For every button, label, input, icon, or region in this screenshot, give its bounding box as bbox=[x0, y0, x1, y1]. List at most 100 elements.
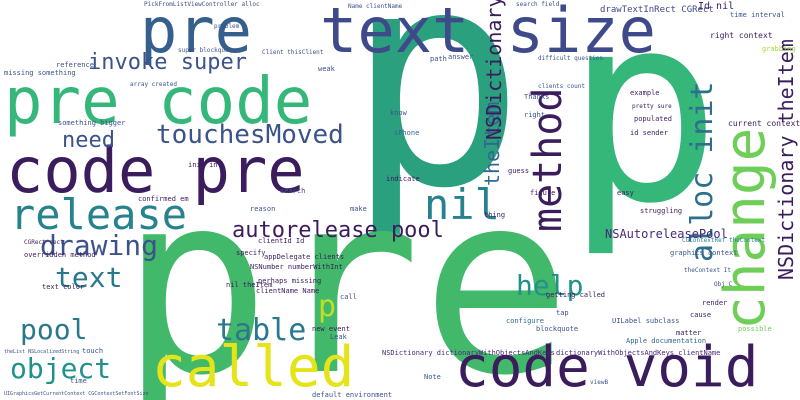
word-touch: touch bbox=[82, 347, 104, 355]
word-call: call bbox=[340, 293, 357, 301]
word-dict-clientname: dictionaryWithObjectsAndKeys clientName bbox=[556, 349, 721, 357]
word-getting-called: getting called bbox=[546, 291, 606, 299]
word-apple-documentation: Apple documentation bbox=[626, 337, 707, 345]
word-p-huge-2: p bbox=[565, 0, 722, 261]
word-perhaps-missing: perhaps missing bbox=[258, 277, 322, 285]
word-release: release bbox=[10, 190, 188, 239]
word-specify: specify bbox=[236, 249, 266, 257]
word-drawing: drawing bbox=[40, 229, 159, 262]
word-pre: pre bbox=[140, 0, 252, 67]
word-make: make bbox=[350, 205, 367, 213]
word-answer: answer bbox=[448, 53, 474, 61]
word-current-context: current context bbox=[728, 119, 800, 128]
word-easy: easy bbox=[617, 189, 634, 197]
word-populated: populated bbox=[634, 115, 672, 123]
word-uigraphics: UIGraphicsGetCurrentContext CGContextSet… bbox=[4, 391, 149, 397]
word-table: table bbox=[216, 313, 307, 348]
word-method: method bbox=[525, 87, 571, 233]
word-grabbing: grabbing bbox=[762, 45, 796, 53]
word-super-blockquote: super blockquote bbox=[178, 47, 236, 54]
word-text: text bbox=[55, 261, 123, 294]
word-configure: configure bbox=[506, 317, 544, 325]
word-object: object bbox=[10, 352, 112, 385]
word-struggling: struggling bbox=[640, 207, 683, 215]
word-nsdictionary-dict: NSDictionary dictionaryWithObjectsAndKey… bbox=[382, 349, 555, 357]
word-pool: pool bbox=[20, 313, 88, 346]
word-uilabel-subclass: UILabel subclass bbox=[612, 317, 680, 325]
word-clientid-id: clientId Id bbox=[258, 237, 305, 245]
word-text-size: text size bbox=[320, 0, 656, 67]
word-overridden-method: overridden method bbox=[24, 251, 96, 259]
word-render: render bbox=[702, 299, 728, 307]
word-autorelease-pool: autorelease pool bbox=[232, 218, 444, 243]
word-NSDictionary-theItem: NSDictionary theItem bbox=[774, 39, 798, 280]
word-leak: Leak bbox=[330, 333, 347, 341]
word-thing: thing bbox=[484, 211, 506, 219]
word-know: know bbox=[390, 109, 407, 117]
word-time: time bbox=[70, 377, 87, 385]
word-pretty-sure: pretty sure bbox=[632, 103, 672, 110]
word-reason: reason bbox=[250, 205, 276, 213]
word-indicate: indicate bbox=[386, 175, 420, 183]
word-pickfromlist: PickFromListViewController alloc bbox=[144, 1, 260, 8]
word-NSDictionary: NSDictionary bbox=[482, 0, 506, 140]
word-difficult-question: difficult question bbox=[538, 55, 604, 62]
word-graphics-context: graphics context bbox=[670, 249, 738, 257]
word-path: path bbox=[430, 55, 447, 63]
word-id-nil: Id nil bbox=[698, 1, 735, 12]
word-right-context: right context bbox=[710, 31, 773, 40]
word-code-pre: code pre bbox=[6, 134, 305, 207]
word-called: called bbox=[152, 335, 355, 400]
word-cgrect-rect: CGRect rect bbox=[24, 239, 64, 246]
word-drawTextInRect: drawTextInRect CGRect bbox=[600, 5, 714, 15]
word-default-environment: default environment bbox=[312, 391, 393, 399]
word-right: right bbox=[524, 111, 546, 119]
word-pre-huge: pre bbox=[120, 139, 572, 400]
word-iphone: iPhone bbox=[394, 129, 420, 137]
word-pre-code: pre code bbox=[4, 65, 313, 139]
word-example: example bbox=[630, 89, 660, 97]
word-time-interval: time interval bbox=[730, 11, 785, 19]
word-matter: matter bbox=[676, 329, 702, 337]
word-cgcontextref: CGContextRef theContext bbox=[682, 237, 766, 244]
word-blockquote: blockquote bbox=[536, 325, 579, 333]
word-help: help bbox=[516, 269, 584, 302]
word-array-created: array created bbox=[130, 81, 177, 88]
word-thanks: Thanks bbox=[524, 93, 550, 101]
word-invoke-super: invoke super bbox=[88, 50, 247, 75]
word-cause: cause bbox=[690, 311, 712, 319]
word-touchesMoved: touchesMoved bbox=[156, 120, 344, 150]
word-need: need bbox=[62, 128, 115, 153]
word-search: search bbox=[280, 187, 306, 195]
word-clients-count: clients count bbox=[538, 83, 585, 90]
word-weak: weak bbox=[318, 65, 335, 73]
word-new-event: new event bbox=[312, 325, 350, 333]
word-confirmed-em: confirmed em bbox=[138, 195, 189, 203]
word-NSAutoreleasePool: NSAutoreleasePool bbox=[605, 227, 728, 241]
word-problem: problem bbox=[214, 23, 240, 30]
word-obj-c: Obj C bbox=[714, 281, 733, 288]
word-nil-theitem: nil theItem bbox=[226, 281, 273, 289]
word-init-int: init int bbox=[188, 161, 222, 169]
word-possible: possible bbox=[738, 325, 772, 333]
word-p-huge-1: p bbox=[345, 0, 526, 254]
word-nil: nil bbox=[424, 180, 500, 229]
word-name-clientname: Name clientName bbox=[348, 3, 403, 10]
word-nsnumber: NSNumber numberWithInt bbox=[250, 263, 343, 271]
word-thelist-nslocalizedstring: theList NSLocalizedString bbox=[4, 349, 80, 355]
word-search-field: search field bbox=[516, 1, 560, 8]
word-text-color: text color bbox=[42, 283, 85, 291]
word-tap: tap bbox=[556, 309, 569, 317]
word-id-sender: id sender bbox=[630, 129, 668, 137]
word-clientname-name: clientName Name bbox=[256, 287, 320, 295]
word-reference: reference bbox=[56, 61, 94, 69]
word-missing-something: missing something bbox=[4, 69, 76, 77]
word-something-bigger: something bigger bbox=[58, 119, 126, 127]
word-client-thisclient: Client thisClient bbox=[262, 49, 324, 56]
word-thecontext-it: theContext It bbox=[684, 267, 731, 274]
word-guess: guess bbox=[508, 167, 530, 175]
word-viewb: viewB bbox=[590, 379, 609, 386]
word-figure: figure bbox=[530, 189, 556, 197]
word-code-void: code void bbox=[455, 335, 759, 400]
